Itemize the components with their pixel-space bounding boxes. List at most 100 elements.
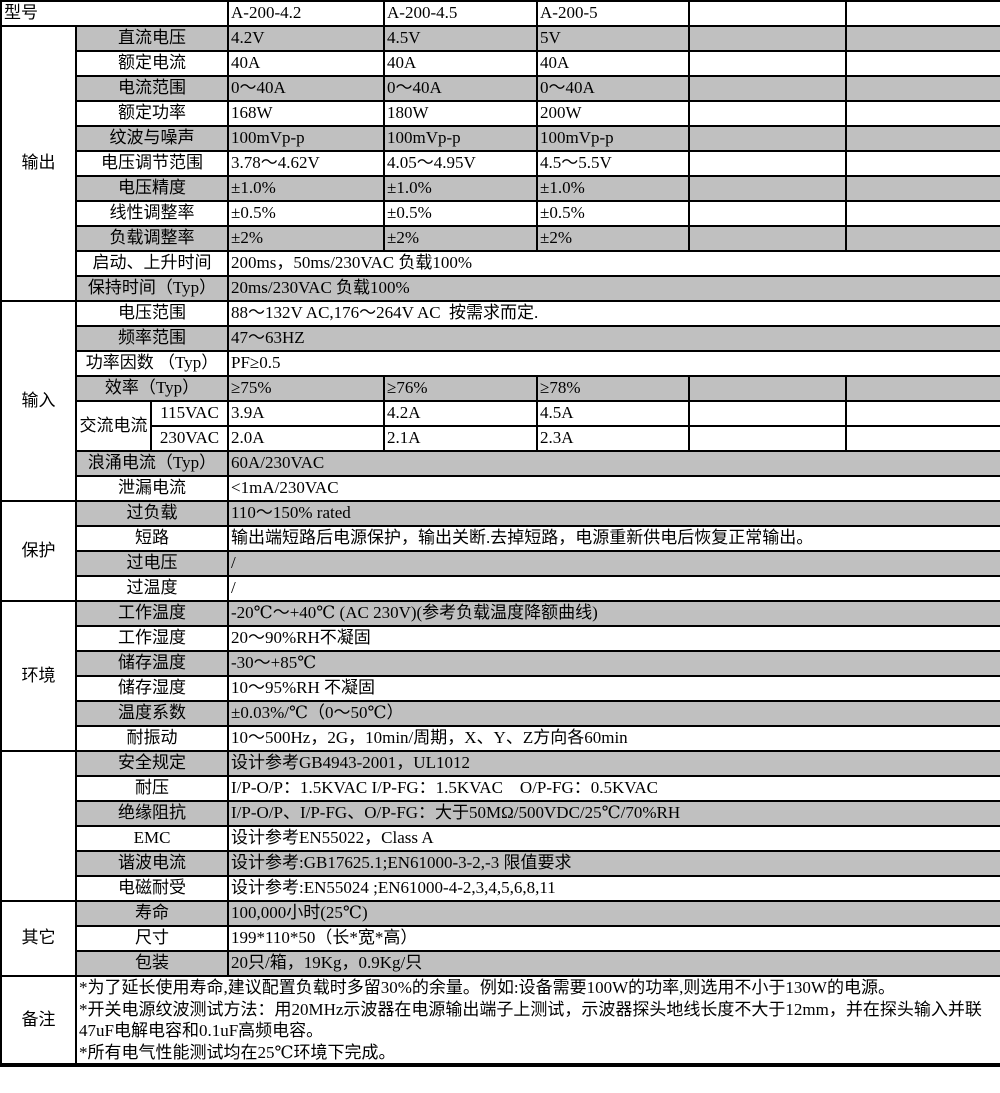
spec-row: 输入 电压范围 88～132V AC,176～264V AC 按需求而定. bbox=[0, 300, 1000, 502]
spec-value bbox=[688, 75, 848, 102]
spec-value-span: ±0.03%/℃（0～50℃） bbox=[227, 700, 1000, 727]
spec-value: 0～40A bbox=[383, 75, 539, 102]
spec-value: 100mVp-p bbox=[227, 125, 386, 152]
row-label: 直流电压 bbox=[74, 25, 230, 52]
section-category: 输出 bbox=[0, 25, 77, 302]
spec-value: 0～40A bbox=[536, 75, 691, 102]
row-label: 短路 bbox=[74, 525, 230, 552]
note-line: *为了延长使用寿命,建议配置负载时多留30%的余量。例如:设备需要100W的功率… bbox=[79, 978, 895, 997]
spec-value bbox=[688, 150, 848, 177]
spec-row: 额定功率 168W 180W 200W bbox=[1, 100, 1000, 127]
spec-value bbox=[688, 200, 848, 227]
row-label: 工作湿度 bbox=[74, 625, 230, 652]
row-label: 浪涌电流（Typ） bbox=[74, 450, 230, 477]
row-label: 泄漏电流 bbox=[74, 475, 230, 502]
spec-row: 效率（Typ） ≥75% ≥76% ≥78% bbox=[1, 375, 1000, 402]
row-label: 过负载 bbox=[74, 500, 230, 527]
spec-value bbox=[845, 100, 1000, 127]
spec-row: 绝缘阻抗 I/P-O/P、I/P-FG、O/P-FG：大于50MΩ/500VDC/… bbox=[1, 800, 1000, 827]
spec-value-span: 20ms/230VAC 负载100% bbox=[227, 275, 1000, 302]
spec-value-span: -30～+85℃ bbox=[227, 650, 1000, 677]
spec-value: 2.3A bbox=[536, 425, 691, 452]
row-label: EMC bbox=[74, 825, 230, 852]
spec-value: ≥76% bbox=[383, 375, 539, 402]
row-label: 电压调节范围 bbox=[74, 150, 230, 177]
spec-value: ±1.0% bbox=[536, 175, 691, 202]
spec-row: 包装 20只/箱，19Kg，0.9Kg/只 bbox=[1, 950, 1000, 977]
spec-row: 过温度 / bbox=[1, 575, 1000, 602]
notes-row: 备注 *为了延长使用寿命,建议配置负载时多留30%的余量。例如:设备需要100W的… bbox=[0, 975, 1000, 1066]
spec-value: 3.78～4.62V bbox=[227, 150, 386, 177]
spec-row: 电压精度 ±1.0% ±1.0% ±1.0% bbox=[1, 175, 1000, 202]
spec-value-span: 设计参考:GB17625.1;EN61000-3-2,-3 限值要求 bbox=[227, 850, 1000, 877]
row-label: 耐振动 bbox=[74, 725, 230, 752]
spec-value-span: 100,000小时(25℃) bbox=[227, 900, 1000, 927]
spec-value-span: PF≥0.5 bbox=[227, 350, 1000, 377]
row-label: 工作温度 bbox=[74, 600, 230, 627]
spec-value: 3.9A bbox=[227, 400, 386, 427]
spec-value bbox=[845, 150, 1000, 177]
spec-value-span: / bbox=[227, 550, 1000, 577]
spec-value: ±1.0% bbox=[383, 175, 539, 202]
row-label: 谐波电流 bbox=[74, 850, 230, 877]
spec-value: 4.2A bbox=[383, 400, 539, 427]
spec-value-span: 设计参考EN55022，Class A bbox=[227, 825, 1000, 852]
row-label: 电压范围 bbox=[74, 300, 230, 327]
model-name: A-200-5 bbox=[536, 0, 691, 27]
section-category: 备注 bbox=[0, 975, 77, 1066]
spec-value: 168W bbox=[227, 100, 386, 127]
spec-value: 2.0A bbox=[227, 425, 386, 452]
spec-row: 泄漏电流 <1mA/230VAC bbox=[1, 475, 1000, 502]
spec-value bbox=[688, 425, 848, 452]
row-label: 额定功率 bbox=[74, 100, 230, 127]
row-label: 安全规定 bbox=[74, 750, 230, 777]
spec-value: 4.5～5.5V bbox=[536, 150, 691, 177]
spec-row: 工作湿度 20～90%RH不凝固 bbox=[1, 625, 1000, 652]
spec-value-span: I/P-O/P、I/P-FG、O/P-FG：大于50MΩ/500VDC/25℃/… bbox=[227, 800, 1000, 827]
section-category: 其它 bbox=[0, 900, 77, 977]
spec-row: 储存温度 -30～+85℃ bbox=[1, 650, 1000, 677]
spec-value: ≥75% bbox=[227, 375, 386, 402]
spec-row: 交流电流 115VAC 3.9A 4.2A 4.5A bbox=[1, 400, 1000, 452]
section-category: 保护 bbox=[0, 500, 77, 602]
spec-value-span: 110～150% rated bbox=[227, 500, 1000, 527]
row-label: 电压精度 bbox=[74, 175, 230, 202]
spec-value bbox=[845, 225, 1000, 252]
spec-value bbox=[845, 125, 1000, 152]
spec-value-span: 60A/230VAC bbox=[227, 450, 1000, 477]
spec-row: 230VAC 2.0A 2.1A 2.3A bbox=[1, 425, 1000, 452]
spec-row: 启动、上升时间 200ms，50ms/230VAC 负载100% bbox=[1, 250, 1000, 277]
row-label: 频率范围 bbox=[74, 325, 230, 352]
spec-value bbox=[688, 400, 848, 427]
note-line: *开关电源纹波测试方法：用20MHz示波器在电源输出端子上测试，示波器探头地线长… bbox=[79, 999, 982, 1041]
spec-value: 4.05～4.95V bbox=[383, 150, 539, 177]
spec-value: 40A bbox=[227, 50, 386, 77]
spec-value: 200W bbox=[536, 100, 691, 127]
row-label: 耐压 bbox=[74, 775, 230, 802]
row-label: 电流范围 bbox=[74, 75, 230, 102]
spec-value-span: 20～90%RH不凝固 bbox=[227, 625, 1000, 652]
section-category: 输入 bbox=[0, 300, 77, 502]
spec-value-span: 设计参考GB4943-2001，UL1012 bbox=[227, 750, 1000, 777]
spec-value: 4.5V bbox=[383, 25, 539, 52]
row-label: 寿命 bbox=[74, 900, 230, 927]
spec-row: 线性调整率 ±0.5% ±0.5% ±0.5% bbox=[1, 200, 1000, 227]
spec-value: 5V bbox=[536, 25, 691, 52]
spec-value bbox=[688, 175, 848, 202]
spec-row: 谐波电流 设计参考:GB17625.1;EN61000-3-2,-3 限值要求 bbox=[1, 850, 1000, 877]
spec-row: 额定电流 40A 40A 40A bbox=[1, 50, 1000, 77]
spec-value: ±2% bbox=[536, 225, 691, 252]
spec-value bbox=[845, 50, 1000, 77]
spec-row: 储存湿度 10～95%RH 不凝固 bbox=[1, 675, 1000, 702]
model-header-label: 型号 bbox=[0, 0, 230, 27]
row-label: 包装 bbox=[74, 950, 230, 977]
row-label: 保持时间（Typ） bbox=[74, 275, 230, 302]
row-label: 过温度 bbox=[74, 575, 230, 602]
spec-value: 4.5A bbox=[536, 400, 691, 427]
spec-row: 安全规定 设计参考GB4943-2001，UL1012 bbox=[0, 750, 1000, 902]
spec-row: 环境 工作温度 -20℃～+40℃ (AC 230V)(参考负载温度降额曲线) bbox=[0, 600, 1000, 752]
spec-value-span: 20只/箱，19Kg，0.9Kg/只 bbox=[227, 950, 1000, 977]
spec-row: 耐压 I/P-O/P：1.5KVAC I/P-FG：1.5KVAC O/P-FG：… bbox=[1, 775, 1000, 802]
spec-value: ±0.5% bbox=[383, 200, 539, 227]
row-label: 功率因数 （Typ） bbox=[74, 350, 230, 377]
